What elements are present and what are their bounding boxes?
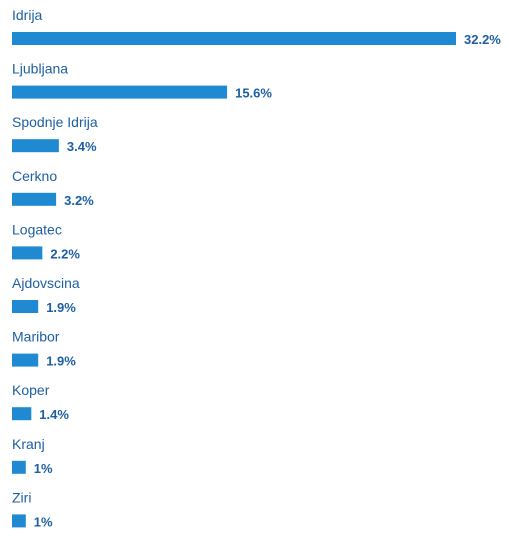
category-label: Kranj (12, 436, 45, 452)
bar-row: Idrija 32.2% (12, 7, 501, 47)
value-label: 2.2% (50, 246, 80, 261)
bar-row: Koper 1.4% (12, 382, 69, 422)
category-label: Spodnje Idrija (12, 114, 98, 130)
value-label: 32.2% (464, 32, 501, 47)
category-label: Logatec (12, 221, 62, 237)
value-label: 1.4% (39, 407, 69, 422)
bar-row: Cerkno 3.2% (12, 168, 94, 208)
category-label: Maribor (12, 329, 60, 345)
bar (12, 514, 26, 528)
bar (12, 300, 39, 313)
bar-row: Ljubljana 15.6% (12, 61, 272, 101)
bar-row: Ajdovscina 1.9% (12, 275, 80, 315)
value-label: 3.4% (67, 139, 97, 154)
bar (12, 32, 456, 45)
bar (12, 246, 43, 260)
category-label: Koper (12, 382, 50, 398)
value-label: 1% (34, 461, 53, 476)
bar-row: Logatec 2.2% (12, 221, 80, 261)
bar (12, 139, 59, 153)
category-label: Ziri (12, 489, 31, 505)
bar (12, 460, 26, 474)
category-label: Idrija (12, 7, 43, 23)
bar (12, 353, 39, 367)
value-label: 15.6% (235, 86, 272, 101)
value-label: 1.9% (46, 354, 76, 369)
bar (12, 192, 57, 206)
category-label: Cerkno (12, 168, 57, 184)
value-label: 1.9% (46, 300, 76, 315)
bar-row: Maribor 1.9% (12, 329, 76, 369)
category-label: Ajdovscina (12, 275, 80, 291)
value-label: 3.2% (64, 193, 94, 208)
bar (12, 85, 228, 99)
value-label: 1% (34, 514, 53, 529)
bar (12, 407, 32, 421)
bar-row: Kranj 1% (12, 436, 53, 476)
bar-row: Spodnje Idrija 3.4% (12, 114, 98, 154)
category-label: Ljubljana (12, 61, 68, 77)
